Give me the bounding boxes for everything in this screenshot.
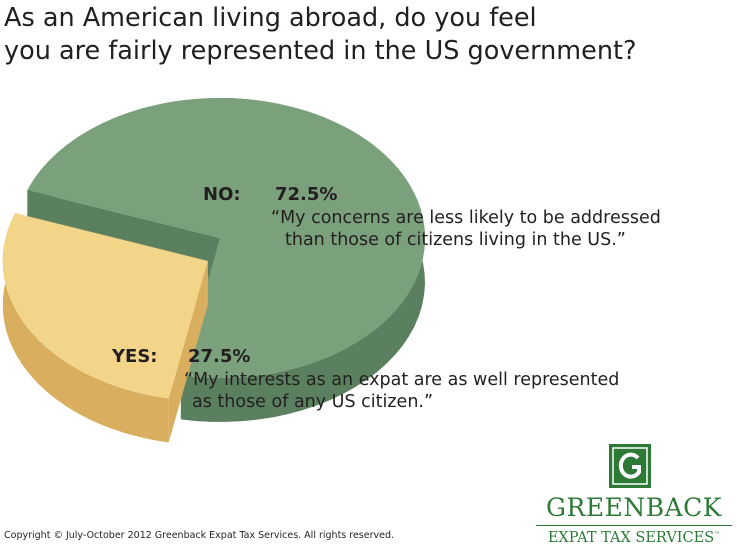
no-quote-line-2: than those of citizens living in the US.… — [285, 230, 626, 250]
yes-quote-line-1: “My interests as an expat are as well re… — [184, 370, 620, 390]
title-line-1: As an American living abroad, do you fee… — [4, 3, 537, 33]
no-value-label: 72.5% — [275, 184, 338, 205]
no-slice-label: NO: 72.5% “My concerns are less likely to… — [203, 184, 661, 251]
no-slice-top — [27, 97, 426, 378]
yes-slice-wall-1 — [168, 261, 208, 443]
yes-category-label: YES: — [112, 346, 158, 367]
logo-subtitle: EXPAT TAX SERVICES™ — [536, 525, 732, 547]
chart-title: As an American living abroad, do you fee… — [4, 2, 724, 68]
logo-name: GREENBACK — [546, 493, 722, 522]
yes-slice-label: YES: 27.5% “My interests as an expat are … — [112, 346, 619, 413]
yes-quote-line-2: as those of any US citizen.” — [192, 392, 434, 412]
no-category-label: NO: — [203, 184, 241, 205]
title-line-2: you are fairly represented in the US gov… — [4, 36, 637, 66]
yes-slice-rim — [2, 213, 169, 443]
no-quote-line-1: “My concerns are less likely to be addre… — [271, 208, 661, 228]
yes-quote: “My interests as an expat are as well re… — [184, 369, 619, 413]
logo-subtitle-text: EXPAT TAX SERVICES — [547, 529, 715, 546]
no-quote: “My concerns are less likely to be addre… — [271, 207, 661, 251]
yes-value-label: 27.5% — [188, 346, 251, 367]
copyright-notice: Copyright © July-October 2012 Greenback … — [4, 530, 395, 541]
yes-slice-top — [2, 213, 208, 399]
no-label-head: NO: 72.5% — [203, 184, 661, 206]
greenback-logo: GREENBACK EXPAT TAX SERVICES™ — [536, 444, 732, 550]
logo-trademark: ™ — [714, 531, 721, 538]
logo-g-mark-icon — [609, 444, 651, 488]
yes-label-head: YES: 27.5% — [112, 346, 619, 368]
